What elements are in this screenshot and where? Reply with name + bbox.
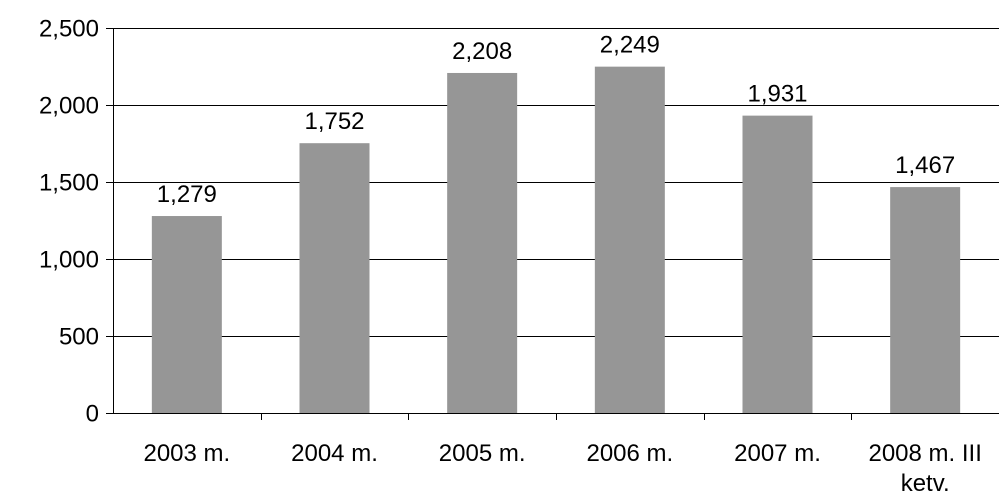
category-label-3: 2006 m. [586, 440, 673, 467]
data-label-3: 2,249 [600, 32, 660, 59]
bar-1 [299, 143, 370, 413]
category-label-4: 2007 m. [734, 440, 821, 467]
bar-5 [890, 187, 961, 413]
gridlines [113, 28, 999, 337]
y-tick-label: 2,500 [39, 16, 99, 43]
y-tick-label: 0 [86, 401, 99, 428]
y-tick-label: 500 [59, 324, 99, 351]
bar-4 [742, 115, 813, 413]
data-label-4: 1,931 [747, 81, 807, 108]
category-label-1: 2004 m. [291, 440, 378, 467]
data-label-1: 1,752 [304, 108, 364, 135]
category-label-0: 2003 m. [143, 440, 230, 467]
data-label-0: 1,279 [157, 181, 217, 208]
y-tick-label: 1,000 [39, 247, 99, 274]
bar-2 [447, 72, 518, 413]
labels: 0 500 1,000 1,500 2,000 2,500 1,279 2003 m. 1,75… [39, 16, 982, 498]
data-label-2: 2,208 [452, 38, 512, 65]
y-tick-label: 1,500 [39, 170, 99, 197]
bar-0 [151, 216, 222, 413]
y-tick-label: 2,000 [39, 93, 99, 120]
bars [151, 66, 961, 414]
axes [106, 28, 999, 420]
bar-3 [594, 66, 665, 414]
category-label-5: 2008 m. III ketv. [868, 440, 981, 497]
data-label-5: 1,467 [895, 152, 955, 179]
category-label-2: 2005 m. [439, 440, 526, 467]
